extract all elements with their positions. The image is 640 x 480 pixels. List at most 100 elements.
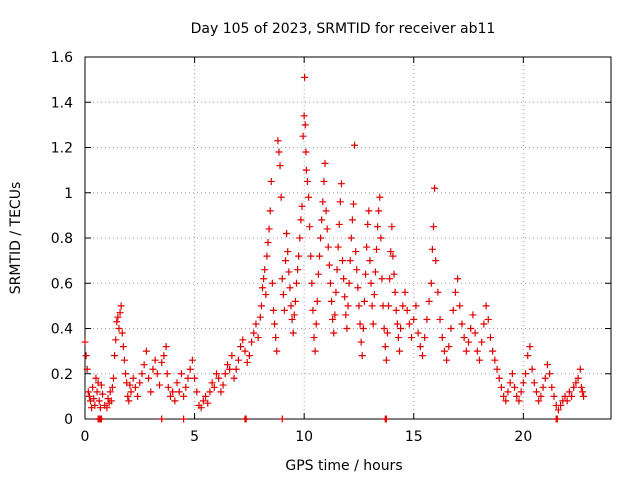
data-point <box>334 243 342 251</box>
data-point <box>169 388 177 396</box>
data-point <box>403 306 411 314</box>
x-tick-labels: 0 5 10 15 20 <box>81 429 533 445</box>
data-point <box>90 395 98 403</box>
data-point <box>239 336 247 344</box>
data-point <box>95 397 103 405</box>
data-point <box>344 302 352 310</box>
data-point <box>115 325 123 332</box>
data-point <box>517 388 525 396</box>
data-point <box>322 207 330 215</box>
data-point <box>284 248 292 256</box>
data-point <box>164 383 172 391</box>
data-point <box>465 338 473 346</box>
data-point <box>326 279 334 287</box>
data-point <box>156 381 164 389</box>
data-point <box>208 379 216 387</box>
data-point <box>550 392 558 400</box>
data-point <box>314 270 322 278</box>
data-point <box>329 315 337 323</box>
data-point <box>145 374 153 382</box>
data-point <box>486 334 494 342</box>
data-point <box>282 257 290 265</box>
data-point <box>428 245 436 253</box>
data-point <box>352 248 360 256</box>
data-point <box>331 311 339 319</box>
data-point <box>553 415 561 423</box>
x-axis-label: GPS time / hours <box>285 458 402 474</box>
data-point <box>118 329 126 337</box>
data-point <box>305 193 313 201</box>
data-point <box>491 356 499 364</box>
data-point <box>124 392 132 400</box>
data-point <box>300 112 308 120</box>
data-point <box>112 336 120 344</box>
data-point <box>131 383 139 391</box>
data-point <box>184 374 192 382</box>
data-point <box>162 343 170 351</box>
y-tick-label: 1.6 <box>51 50 73 66</box>
data-point <box>363 243 371 251</box>
data-point <box>158 415 166 423</box>
data-point <box>388 223 396 231</box>
data-point <box>539 383 547 391</box>
data-point <box>319 198 327 206</box>
data-point <box>386 275 394 283</box>
data-point <box>301 121 309 129</box>
data-point <box>427 279 435 287</box>
data-point <box>572 379 580 387</box>
data-point <box>438 334 446 342</box>
data-point <box>421 334 429 342</box>
data-point <box>276 162 284 170</box>
data-point <box>182 383 190 391</box>
data-point <box>119 343 127 351</box>
data-point <box>381 343 389 351</box>
data-point <box>574 374 582 382</box>
data-point <box>454 275 462 283</box>
data-point <box>158 358 166 366</box>
data-point <box>429 223 437 231</box>
data-point <box>219 381 227 389</box>
x-tick-label: 20 <box>514 429 532 445</box>
y-tick-label: 1.4 <box>51 95 73 111</box>
axis-ticks <box>84 56 611 420</box>
data-point <box>462 347 470 355</box>
data-point <box>248 338 256 346</box>
data-point <box>471 329 479 337</box>
data-point <box>277 193 285 201</box>
data-point <box>279 291 287 299</box>
data-point <box>460 334 468 342</box>
x-tick-label: 0 <box>81 429 90 445</box>
data-point <box>308 279 316 287</box>
data-point <box>287 302 295 310</box>
data-point <box>369 320 377 328</box>
data-point <box>81 338 89 346</box>
data-point <box>493 365 501 373</box>
data-point <box>96 404 104 412</box>
data-point <box>166 392 174 400</box>
x-tick-label: 5 <box>190 429 199 445</box>
data-point <box>180 392 188 400</box>
data-point <box>263 252 271 260</box>
data-point <box>367 279 375 287</box>
data-point <box>289 329 297 337</box>
data-point <box>127 388 135 396</box>
data-point <box>243 358 251 366</box>
data-point <box>364 220 372 228</box>
data-point <box>226 365 234 373</box>
data-point <box>423 315 431 323</box>
data-point <box>537 392 545 400</box>
data-point <box>193 388 201 396</box>
data-point <box>353 266 361 274</box>
data-point <box>382 356 390 364</box>
data-point <box>335 220 343 228</box>
data-point <box>202 392 210 400</box>
data-point <box>134 392 142 400</box>
data-point <box>288 315 296 323</box>
data-point <box>469 311 477 319</box>
data-point <box>312 320 320 328</box>
data-point <box>576 365 584 373</box>
data-point <box>346 257 354 265</box>
data-point <box>299 132 307 140</box>
data-point <box>458 320 466 328</box>
data-point <box>204 399 212 407</box>
